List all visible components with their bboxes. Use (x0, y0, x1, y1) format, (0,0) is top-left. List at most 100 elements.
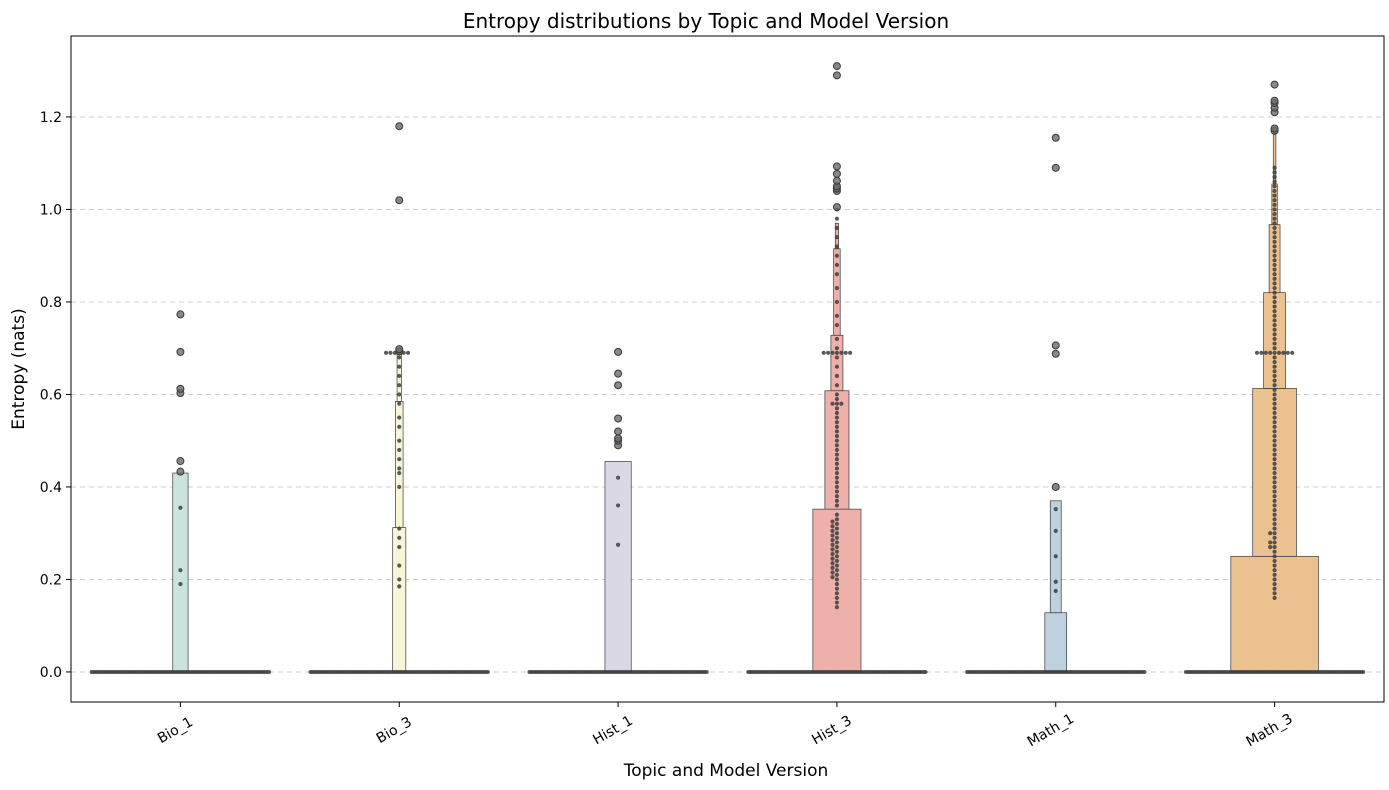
swarm-point (1272, 558, 1277, 564)
x-tick-label: Hist_1 (590, 713, 635, 748)
swarm-point (397, 577, 402, 582)
y-tick-label: 0.8 (40, 295, 62, 311)
swarm-point (834, 568, 840, 573)
y-tick-label: 0.6 (40, 387, 62, 403)
swarm-point (1361, 669, 1366, 674)
x-tick-label: Bio_1 (155, 714, 196, 747)
swarm-point (397, 415, 402, 420)
swarm-point (830, 561, 835, 566)
swarm-point (1272, 188, 1277, 194)
swarm-point (843, 350, 848, 355)
swarm-point (1272, 239, 1277, 244)
swarm-point (178, 568, 183, 573)
swarm-point (834, 521, 840, 527)
outlier-point (614, 381, 623, 390)
swarm-point (397, 457, 402, 462)
swarm-point (1268, 544, 1273, 550)
swarm-point (1053, 579, 1058, 584)
swarm-point (834, 531, 840, 536)
swarm-point (834, 586, 840, 591)
swarm-point (834, 535, 840, 540)
swarm-point (1272, 276, 1277, 281)
swarm-point (1272, 507, 1277, 513)
swarm-point (834, 322, 840, 328)
y-tick-label: 0.4 (40, 480, 62, 496)
swarm-point (1272, 244, 1277, 249)
swarm-point (834, 457, 840, 462)
swarm-point (1272, 521, 1277, 527)
swarm-point (1263, 350, 1268, 355)
swarm-point (1272, 346, 1277, 351)
swarm-point (1272, 322, 1277, 328)
swarm-point (1272, 387, 1277, 392)
swarm-point (397, 470, 402, 476)
swarm-point (405, 350, 411, 355)
swarm-point (1272, 452, 1277, 457)
swarm-point (1272, 475, 1277, 480)
swarm-point (834, 420, 840, 425)
swarm-point (397, 364, 402, 369)
swarm-point (1272, 336, 1277, 342)
swarm-point (1272, 207, 1277, 212)
swarm-point (834, 429, 840, 434)
swarm-point (834, 558, 840, 564)
swarm-point (1272, 290, 1277, 295)
swarm-point (834, 540, 840, 545)
swarm-point (1268, 540, 1273, 545)
swarm-point (1272, 230, 1277, 235)
swarm-point (397, 535, 402, 540)
swarm-point (1272, 489, 1277, 494)
swarm-point (834, 272, 840, 277)
swarm-point (834, 517, 840, 522)
x-tick-label: Bio_3 (374, 714, 415, 747)
outlier-point (1051, 349, 1060, 358)
swarm-point (834, 225, 840, 231)
swarm-point (1272, 572, 1277, 577)
swarm-point (1272, 373, 1277, 379)
outlier-point (176, 384, 185, 393)
swarm-point (615, 542, 621, 547)
swarm-point (834, 572, 840, 577)
swarm-point (834, 581, 840, 587)
swarm-point (834, 489, 840, 494)
swarm-point (834, 438, 840, 443)
swarm-point (1272, 295, 1277, 300)
swarm-point (830, 565, 835, 570)
swarm-point (1272, 170, 1277, 175)
swarm-point (834, 480, 840, 485)
swarm-point (830, 350, 835, 355)
swarm-point (1268, 531, 1273, 536)
outlier-point (832, 176, 841, 185)
swarm-point (485, 669, 490, 674)
swarm-point (1272, 494, 1277, 499)
swarm-point (834, 433, 840, 439)
swarm-point (834, 401, 840, 406)
swarm-point (1272, 401, 1277, 406)
outlier-point (614, 369, 623, 378)
swarm-point (397, 401, 402, 406)
swarm-point (397, 392, 402, 397)
y-tick-label: 1.0 (40, 202, 62, 218)
swarm-point (834, 452, 840, 457)
swarm-point (1272, 415, 1277, 420)
swarm-point (1272, 466, 1277, 471)
swarm-point (1272, 272, 1277, 277)
boxen-box (830, 334, 844, 392)
x-tick-label: Hist_3 (809, 713, 854, 748)
swarm-point (1272, 406, 1277, 411)
swarm-point (1272, 568, 1277, 573)
swarm-point (923, 669, 928, 674)
swarm-point (178, 581, 183, 587)
swarm-point (1272, 313, 1277, 318)
outlier-point (395, 196, 404, 205)
boxen-box (604, 461, 632, 673)
swarm-point (830, 551, 835, 557)
swarm-point (397, 544, 402, 550)
swarm-point (1272, 193, 1277, 198)
swarm-point (1272, 443, 1277, 448)
swarm-point (1272, 461, 1277, 466)
swarm-point (834, 466, 840, 471)
swarm-point (1272, 410, 1277, 416)
swarm-point (834, 605, 840, 610)
